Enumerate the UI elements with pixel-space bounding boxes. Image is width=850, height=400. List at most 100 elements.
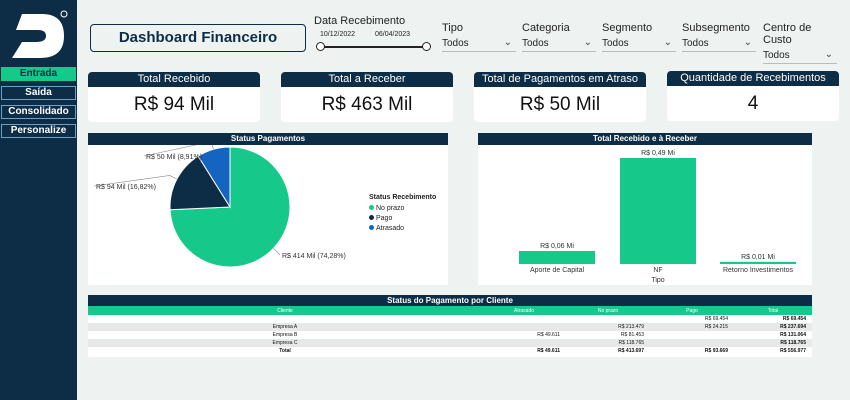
kpi-value: R$ 50 Mil (519, 94, 601, 115)
kpi-total-recebido: Total Recebido R$ 94 Mil (88, 72, 260, 122)
col-header-cliente[interactable]: Cliente (88, 306, 482, 315)
cell-total-no-prazo: R$ 413.697 (618, 348, 644, 354)
date-start[interactable]: 10/12/2022 (320, 31, 356, 38)
chevron-down-icon: ⌄ (583, 37, 592, 48)
legend-item-atrasado[interactable]: Atrasado (369, 225, 404, 232)
cell-cliente: Empresa C (88, 339, 482, 347)
bar-category-label: Retorno Investimentos (723, 267, 794, 274)
pie-legend-title: Status Recebimento (369, 194, 437, 201)
filter-subsegmento-dropdown[interactable]: Todos ⌄ (682, 37, 756, 52)
kpi-label: Total a Receber (281, 72, 453, 87)
kpi-pagamentos-atraso: Total de Pagamentos em Atraso R$ 50 Mil (474, 72, 646, 122)
table-row[interactable]: Empresa B R$ 49.611 R$ 81.453 R$ 131.064 (88, 331, 812, 339)
cell-pago (650, 339, 734, 347)
cell-pago: R$ 69.454 (704, 316, 728, 322)
table-row[interactable]: Empresa A R$ 213.479 R$ 24.215 R$ 237.69… (88, 323, 812, 331)
total-recebido-bar-chart: R$ 0,06 Mi Aporte de Capital R$ 0,49 Mi NF R… (519, 150, 796, 284)
date-end[interactable]: 06/04/2023 (375, 31, 411, 38)
cell-cliente (88, 315, 482, 323)
filter-categoria-label: Categoria (522, 22, 570, 34)
bar-aporte-de-capital[interactable] (519, 251, 595, 264)
chevron-down-icon: ⌄ (824, 49, 833, 60)
kpi-label: Total Recebido (88, 72, 260, 87)
kpi-label: Quantidade de Recebimentos (667, 71, 839, 86)
cell-cliente: Empresa A (88, 323, 482, 331)
col-header-atrasado[interactable]: Atrasado (482, 306, 566, 315)
col-header-total[interactable]: Total (734, 306, 812, 315)
cell-total-atrasado: R$ 49.611 (537, 348, 560, 354)
table-row[interactable]: R$ 69.454 R$ 69.454 (88, 315, 812, 323)
filter-subsegmento-label: Subsegmento (682, 22, 750, 34)
kpi-quantidade-recebimentos: Quantidade de Recebimentos 4 (667, 71, 839, 121)
filter-tipo-label: Tipo (442, 22, 463, 34)
cell-total: R$ 118.765 (734, 339, 812, 347)
filter-centro-custo-dropdown[interactable]: Todos ⌄ (763, 49, 837, 64)
bar-category-label: NF (653, 267, 662, 274)
date-filter-label: Data Recebimento (314, 15, 406, 27)
kpi-value: R$ 463 Mil (321, 94, 413, 115)
pie-data-label: R$ 414 Mil (74,28%) (282, 253, 346, 260)
cell-pago (650, 331, 734, 339)
cell-no-prazo: R$ 118.765 (566, 339, 650, 347)
cell-total-pago: R$ 93.669 (704, 348, 728, 354)
cell-atrasado (482, 339, 566, 347)
legend-dot-icon (369, 205, 374, 210)
filter-categoria-dropdown[interactable]: Todos ⌄ (522, 37, 596, 52)
table-total-row: Total R$ 49.611 R$ 413.697 R$ 93.669 R$ … (88, 347, 812, 355)
bar-nf[interactable] (620, 158, 696, 264)
legend-dot-icon (369, 225, 374, 230)
bar-data-label: R$ 0,06 Mi (540, 243, 574, 250)
status-pagamentos-pie-chart: R$ 414 Mil (74,28%) R$ 94 Mil (16,82%) R$ … (93, 145, 346, 268)
filter-categoria: Categoria Todos ⌄ (522, 22, 596, 52)
kpi-total-a-receber: Total a Receber R$ 463 Mil (281, 72, 453, 122)
kpi-label: Total de Pagamentos em Atraso (474, 72, 646, 87)
cell-atrasado (482, 315, 566, 323)
nav-entrada-button[interactable]: Entrada (1, 67, 76, 81)
cell-atrasado: R$ 49.611 (537, 332, 560, 338)
bar-data-label: R$ 0,01 Mi (741, 254, 775, 261)
pie-leader-line (143, 145, 214, 157)
cell-no-prazo: R$ 213.479 (566, 323, 650, 331)
pie-data-label: R$ 94 Mil (16,82%) (96, 184, 156, 191)
chevron-down-icon: ⌄ (663, 37, 672, 48)
cell-total: R$ 69.454 (782, 316, 806, 322)
col-header-pago[interactable]: Pago (650, 306, 734, 315)
status-cliente-table: Cliente Atrasado No prazo Pago Total R$ … (88, 306, 812, 355)
date-slider-track[interactable] (320, 46, 430, 48)
date-slider-start-handle[interactable] (316, 42, 325, 51)
filter-tipo-dropdown[interactable]: Todos ⌄ (442, 37, 516, 52)
filter-centro-custo-label: Centro de Custo (763, 22, 812, 46)
legend-dot-icon (369, 215, 374, 220)
filter-segmento-dropdown[interactable]: Todos ⌄ (602, 37, 676, 52)
bar-data-label: R$ 0,49 Mi (641, 150, 675, 157)
table-row[interactable]: Empresa C R$ 118.765 R$ 118.765 (88, 339, 812, 347)
filter-subsegmento: Subsegmento Todos ⌄ (682, 22, 756, 52)
pie-chart-title: Status Pagamentos (88, 133, 448, 145)
cell-total: R$ 237.694 (734, 323, 812, 331)
legend-item-no-prazo[interactable]: No prazo (369, 205, 404, 212)
cell-cliente: Empresa B (272, 332, 298, 338)
pie-leader-line (93, 175, 177, 187)
filter-tipo: Tipo Todos ⌄ (442, 22, 516, 52)
bar-category-label: Aporte de Capital (530, 267, 585, 274)
cell-total: R$ 131.064 (780, 332, 806, 338)
cell-total-label: Total (279, 348, 291, 354)
nav-consolidado-button[interactable]: Consolidado (1, 105, 76, 119)
cell-no-prazo: R$ 81.453 (620, 332, 644, 338)
nav-saida-button[interactable]: Saída (1, 86, 76, 100)
cell-atrasado (482, 323, 566, 331)
sidebar (0, 0, 77, 400)
filter-segmento-label: Segmento (602, 22, 653, 34)
bar-x-axis-label: Tipo (651, 277, 664, 284)
legend-item-pago[interactable]: Pago (369, 215, 392, 222)
bar-retorno-investimentos[interactable] (720, 261, 796, 264)
date-slider-end-handle[interactable] (422, 42, 431, 51)
col-header-no-prazo[interactable]: No prazo (566, 306, 650, 315)
brand-logo (12, 10, 68, 58)
page-title: Dashboard Financeiro (90, 24, 306, 52)
nav-personalize-button[interactable]: Personalize (1, 124, 76, 138)
table-title: Status do Pagamento por Cliente (88, 295, 812, 306)
cell-total-total: R$ 556.977 (780, 348, 806, 354)
chevron-down-icon: ⌄ (743, 37, 752, 48)
kpi-value: R$ 94 Mil (133, 94, 215, 115)
